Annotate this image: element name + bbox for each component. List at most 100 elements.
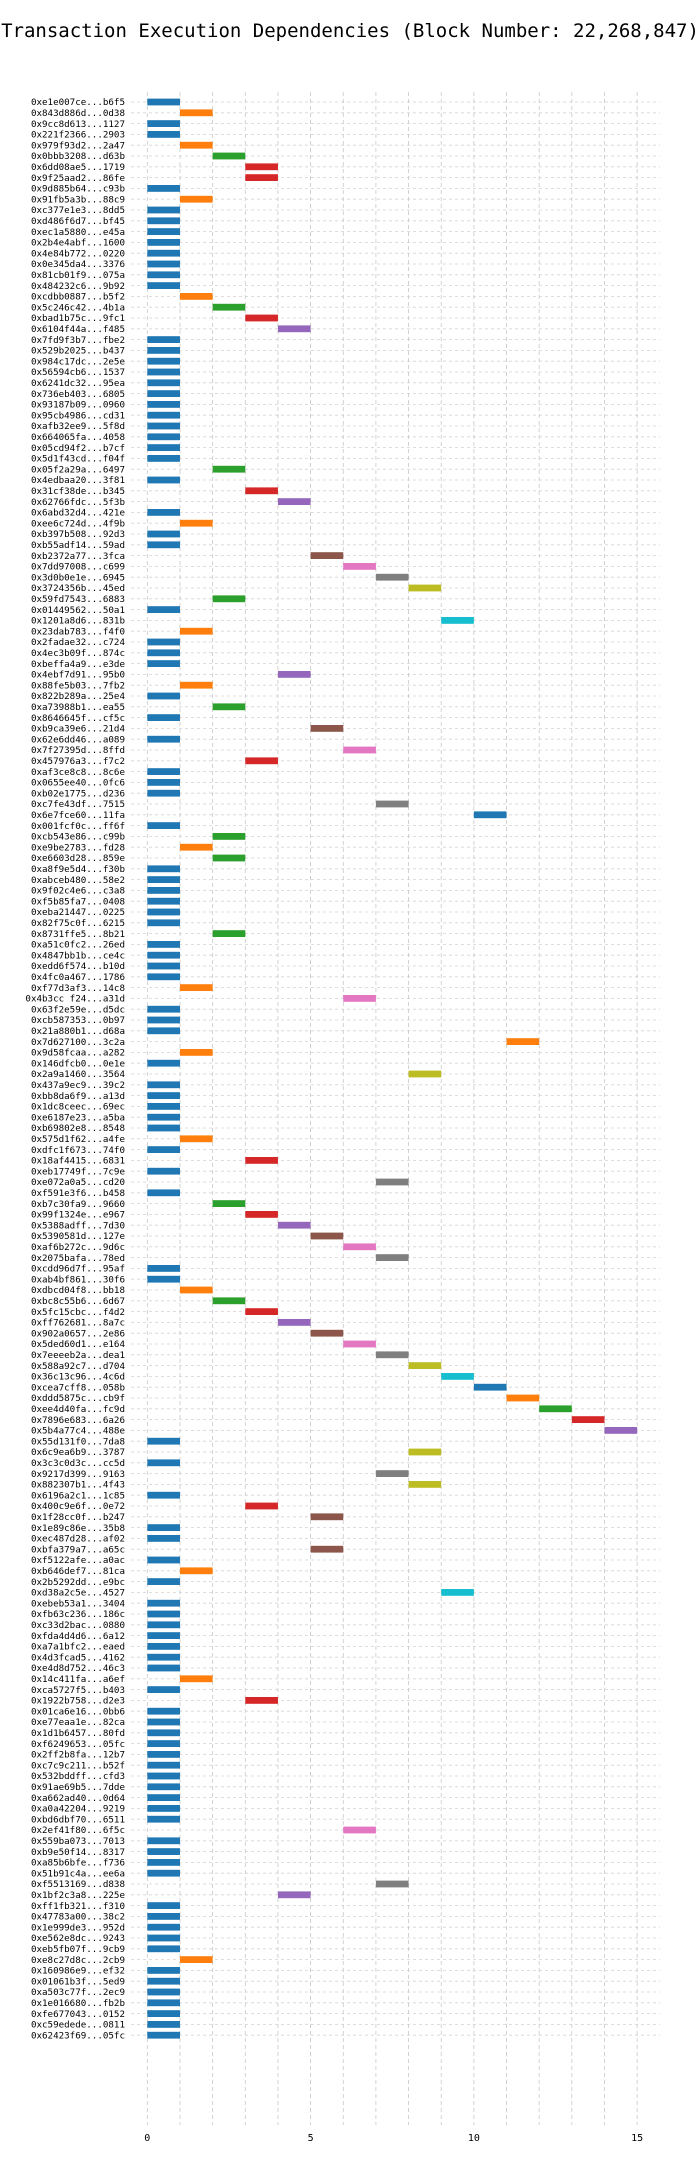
tx-bar: [277, 671, 311, 678]
tx-label: 0x843d886d...0d38: [31, 108, 125, 119]
tx-bar: [147, 401, 180, 408]
tx-bar: [179, 519, 213, 527]
tx-label: 0x05cd94f2...b7cf: [31, 443, 125, 454]
tx-bar: [179, 1286, 213, 1294]
tx-label: 0x529b2025...b437: [31, 346, 125, 357]
tx-label: 0xec1a5880...e45a: [31, 227, 125, 238]
tx-label: 0x559ba073...7013: [31, 1836, 125, 1847]
tx-label: 0x21a880b1...d68a: [31, 1026, 125, 1037]
tx-bar: [147, 1923, 180, 1931]
tx-label: 0x47783a00...38c2: [31, 1912, 125, 1923]
tx-label: 0xff762681...8a7c: [31, 1318, 125, 1329]
tx-bar: [147, 1761, 180, 1769]
tx-label: 0xbad1b75c...9fc1: [31, 313, 125, 324]
tx-bar: [539, 1405, 572, 1413]
tx-bar: [277, 498, 311, 505]
tx-bar: [147, 541, 180, 549]
tx-label: 0x979f93d2...2a47: [31, 140, 125, 151]
tx-label: 0xc33d2bac...0880: [31, 1620, 125, 1631]
tx-bar: [343, 746, 376, 754]
tx-label: 0x1922b758...d2e3: [31, 1696, 125, 1707]
tx-label: 0x736eb403...6805: [31, 389, 125, 400]
tx-label: 0xbfa379a7...a65c: [31, 1544, 125, 1555]
tx-label: 0x63f2e59e...d5dc: [31, 1004, 125, 1015]
tx-bar: [310, 1545, 344, 1553]
tx-bar: [245, 1502, 278, 1510]
tx-label: 0xa503c77f...2ec9: [31, 1987, 125, 1998]
tx-bar: [147, 962, 180, 970]
tx-label: 0x6241dc32...95ea: [31, 378, 125, 389]
tx-bar: [147, 530, 180, 538]
tx-label: 0x6abd32d4...421e: [31, 508, 125, 519]
tx-bar: [147, 379, 180, 387]
tx-label: 0x62423f69...05fc: [31, 2030, 125, 2041]
tx-bar: [343, 995, 376, 1002]
tx-label: 0x2b4e4abf...1600: [31, 238, 125, 249]
tx-label: 0xc7fe43df...7515: [31, 799, 125, 810]
tx-bar: [147, 1664, 180, 1672]
tx-label: 0x575d1f62...a4fe: [31, 1134, 125, 1145]
tx-bar: [212, 930, 246, 937]
tx-bar: [147, 606, 180, 613]
tx-label: 0x88fe5b03...7fb2: [31, 680, 125, 691]
tx-bar: [147, 897, 180, 905]
tx-bar: [147, 282, 180, 289]
tx-bar: [212, 152, 246, 160]
tx-bar: [147, 1265, 180, 1272]
tx-label: 0xf5513169...d838: [31, 1879, 125, 1890]
tx-bar: [147, 1578, 180, 1585]
tx-label: 0x160986e9...ef32: [31, 1966, 125, 1977]
tx-label: 0xb9e50f14...8317: [31, 1847, 125, 1858]
tx-bar: [147, 735, 180, 743]
tx-label: 0x93187b09...0960: [31, 400, 125, 411]
tx-label: 0xbb8da6f9...a13d: [31, 1091, 125, 1102]
tx-bar: [375, 1351, 409, 1359]
tx-bar: [375, 1178, 409, 1186]
tx-bar: [147, 239, 180, 246]
tx-label: 0x9f02c4e6...c3a8: [31, 886, 125, 897]
tx-label: 0xee6c724d...4f9b: [31, 518, 125, 529]
tx-bar: [277, 1221, 311, 1229]
tx-bar: [310, 725, 344, 732]
tx-label: 0x437a9ec9...39c2: [31, 1080, 125, 1091]
tx-bar: [147, 1848, 180, 1855]
tx-bar: [212, 303, 246, 311]
tx-bar: [147, 1643, 180, 1650]
tx-label: 0xc377e1e3...8dd5: [31, 205, 125, 216]
tx-bar: [147, 509, 180, 516]
tx-label: 0xe562e8dc...9243: [31, 1933, 125, 1944]
tx-label: 0x1201a8d6...831b: [31, 616, 125, 627]
tx-bar: [147, 1632, 180, 1639]
tx-bar: [506, 1038, 540, 1045]
tx-label: 0x882307b1...4f43: [31, 1480, 125, 1491]
tx-label: 0x95cb4986...cd31: [31, 410, 125, 421]
tx-label: 0x1e999de3...952d: [31, 1922, 125, 1933]
x-tick-label: 0: [144, 2133, 150, 2144]
tx-label: 0x822b289a...25e4: [31, 691, 126, 702]
x-tick-label: 10: [468, 2133, 480, 2144]
tx-label: 0x7f27395d...8ffd: [31, 745, 125, 756]
tx-label: 0x4e84b772...0220: [31, 248, 125, 259]
tx-label: 0xff1fb321...f310: [31, 1901, 125, 1912]
tx-label: 0xeba21447...0225: [31, 907, 125, 918]
tx-label: 0x146dfcb0...0e1e: [31, 1058, 125, 1069]
tx-bar: [245, 487, 278, 495]
tx-bar: [147, 1805, 180, 1812]
tx-bar: [147, 206, 180, 214]
tx-label: 0x4847bb1b...ce4c: [31, 950, 125, 961]
tx-label: 0xaf3ce8c8...8c6e: [31, 767, 125, 778]
tx-label: 0x7dd97008...c699: [31, 562, 125, 573]
tx-bar: [147, 649, 180, 657]
tx-label: 0x7eeeeb2a...dea1: [31, 1350, 125, 1361]
tx-label: 0x902a0657...2e86: [31, 1328, 125, 1339]
tx-bar: [147, 1934, 180, 1942]
tx-label: 0xb397b508...92d3: [31, 529, 125, 540]
tx-bar: [147, 1751, 180, 1758]
tx-bar: [147, 1999, 180, 2007]
tx-label: 0xb7c30fa9...9660: [31, 1199, 125, 1210]
tx-bar: [147, 789, 180, 797]
tx-label: 0x9d885b64...c93b: [31, 184, 125, 195]
tx-label: 0x532bddff...cfd3: [31, 1771, 125, 1782]
tx-label: 0xb2372a77...3fca: [31, 551, 125, 562]
tx-bar: [179, 141, 213, 149]
